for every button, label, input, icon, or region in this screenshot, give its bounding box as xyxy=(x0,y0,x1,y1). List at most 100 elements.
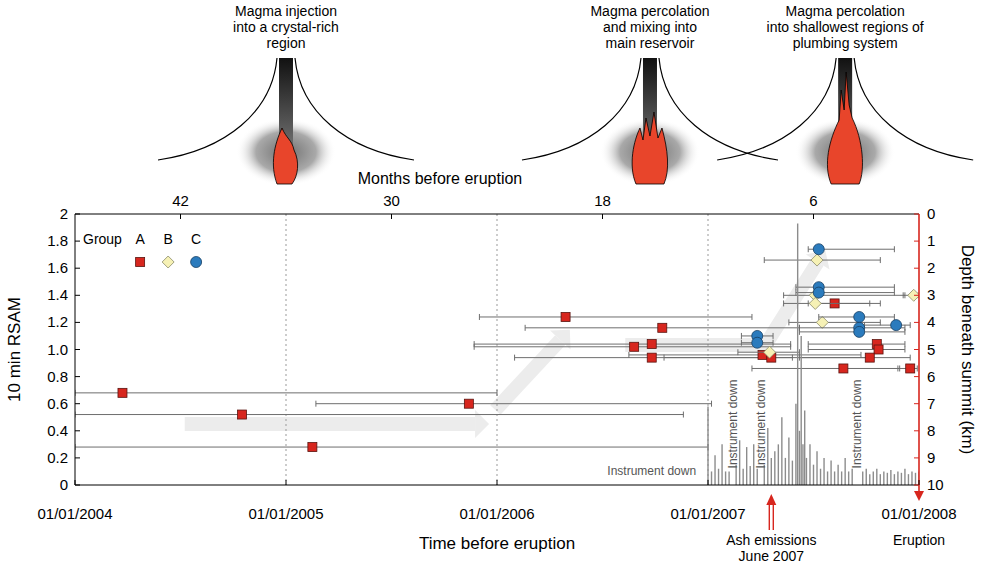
point xyxy=(764,346,776,358)
plot-area xyxy=(75,223,919,485)
error-bar xyxy=(799,355,910,361)
y2-tick-label: 3 xyxy=(927,286,935,303)
annotation: Instrument down xyxy=(850,380,864,469)
y-tick xyxy=(75,322,80,323)
error-bar-cap xyxy=(880,257,881,263)
rsam-bar xyxy=(873,471,874,485)
y-tick-label: 0.8 xyxy=(47,368,68,385)
trend-arrow xyxy=(495,330,570,410)
x2-tick-label: 18 xyxy=(594,192,611,209)
error-bar-cap xyxy=(628,352,629,358)
error-bar-cap xyxy=(773,333,774,339)
y2-tick-label: 8 xyxy=(927,422,935,439)
rsam-bar xyxy=(869,474,870,485)
error-bar xyxy=(864,322,910,328)
point xyxy=(752,337,763,348)
rsam-bar xyxy=(809,444,810,485)
error-bar-line xyxy=(784,295,905,296)
volcano-flank xyxy=(854,58,973,160)
stage-illustration xyxy=(158,58,414,186)
error-bar-cap xyxy=(683,412,684,418)
x2-tick-label: 30 xyxy=(383,192,400,209)
x-tick xyxy=(286,480,287,485)
error-bar-cap xyxy=(799,349,800,355)
stage-caption: plumbing system xyxy=(793,35,898,51)
event-label: Eruption xyxy=(893,532,945,548)
point xyxy=(839,364,848,373)
error-bar xyxy=(75,390,497,396)
x-tick-label: 01/01/2007 xyxy=(670,505,745,522)
error-bar-cap xyxy=(751,365,752,371)
grid-line xyxy=(497,214,498,485)
error-bar-cap xyxy=(751,314,752,320)
rsam-bar xyxy=(781,417,782,485)
y-tick-label: 1.6 xyxy=(47,259,68,276)
rsam-bar xyxy=(823,458,824,485)
error-bar xyxy=(316,401,712,407)
y-tick xyxy=(75,268,80,269)
y2-tick-label: 10 xyxy=(927,476,944,493)
rsam-bar xyxy=(897,471,898,485)
y-tick-label: 0.4 xyxy=(47,422,68,439)
point xyxy=(865,353,874,362)
rsam-bar xyxy=(707,406,708,485)
grid-line xyxy=(286,214,287,485)
rsam-bar xyxy=(771,458,772,485)
y2-tick-label: 5 xyxy=(927,341,935,358)
stage-caption: main reservoir xyxy=(606,35,695,51)
y-tick-label: 1.4 xyxy=(47,286,68,303)
error-bar-cap xyxy=(514,355,515,361)
annotation: Instrument down xyxy=(607,464,696,478)
event-arrow xyxy=(766,494,776,530)
point xyxy=(854,311,865,322)
error-bar-line xyxy=(799,357,910,358)
volcano-flank xyxy=(295,58,414,160)
point xyxy=(308,443,317,452)
point xyxy=(816,316,828,328)
error-bar-line xyxy=(808,344,905,345)
error-bar-line xyxy=(799,331,905,332)
rsam-bar xyxy=(714,455,715,485)
right-axis-arrow xyxy=(914,491,924,501)
x2-tick xyxy=(813,214,814,219)
error-bar xyxy=(75,412,683,418)
y2-tick-label: 0 xyxy=(927,205,935,222)
error-bar xyxy=(808,347,905,353)
error-bar-cap xyxy=(788,319,789,325)
rsam-bar xyxy=(904,469,905,485)
error-bar-cap xyxy=(904,341,905,347)
rsam-bar xyxy=(880,474,881,485)
event-arrow-line xyxy=(769,504,770,530)
error-bar-cap xyxy=(894,314,895,320)
point xyxy=(813,244,824,255)
rsam-bar xyxy=(806,458,807,485)
error-bars xyxy=(75,300,917,450)
event-label: June 2007 xyxy=(739,548,805,564)
points xyxy=(752,244,902,348)
volcano-flank xyxy=(522,58,641,160)
rsam-bar xyxy=(830,461,831,485)
rsam-bar xyxy=(797,223,798,485)
point xyxy=(891,320,902,331)
error-bar-cap xyxy=(894,246,895,252)
error-bar-cap xyxy=(783,300,784,306)
magma xyxy=(632,112,667,184)
rsam-bar xyxy=(820,469,821,485)
stage-illustration xyxy=(522,58,778,186)
x-tick-label: 01/01/2006 xyxy=(459,505,534,522)
error-bar-cap xyxy=(910,355,911,361)
error-bar-cap xyxy=(664,355,665,361)
error-bar-cap xyxy=(497,390,498,396)
x2-tick xyxy=(602,214,603,219)
point xyxy=(118,388,127,397)
error-bar xyxy=(808,341,905,347)
error-bar-line xyxy=(752,368,900,369)
volcano-flank xyxy=(659,58,778,160)
rsam-bar xyxy=(841,471,842,485)
y-tick xyxy=(75,295,80,296)
legend-marker xyxy=(191,257,202,268)
rsam-bar xyxy=(862,471,863,485)
y2-tick xyxy=(914,241,919,242)
x-tick-label: 01/01/2008 xyxy=(881,505,956,522)
error-bars xyxy=(738,257,918,355)
